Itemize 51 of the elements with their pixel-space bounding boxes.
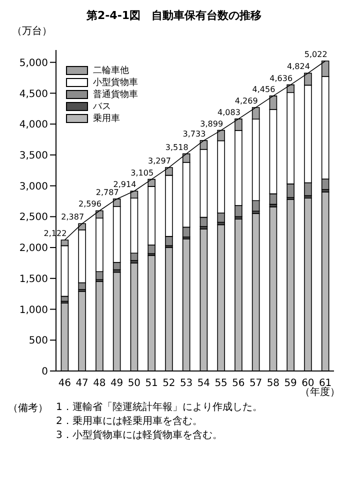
total-label: 3,899: [200, 119, 224, 128]
total-label: 2,596: [78, 200, 102, 209]
total-label: 4,269: [234, 96, 258, 106]
y-tick-label: 4,500: [19, 88, 48, 100]
total-label: 2,787: [96, 188, 119, 197]
x-tick-label: 50: [128, 378, 141, 390]
x-tick-label: 46: [58, 378, 72, 390]
total-label: 3,297: [148, 156, 171, 166]
y-tick-label: 3,500: [19, 150, 48, 162]
x-tick-label: 51: [145, 378, 158, 390]
total-label: 3,105: [130, 168, 154, 178]
text: 2．乗用車には軽乗用車を含む。: [56, 415, 204, 429]
y-tick-label: 3,000: [19, 181, 48, 192]
total-label: 4,456: [252, 84, 276, 94]
legend-label: 普通貨物車: [93, 88, 138, 100]
y-tick-label: 1,000: [19, 304, 48, 316]
x-tick-label: 52: [162, 378, 176, 390]
x-tick-label: 54: [197, 378, 210, 390]
y-tick-label: 2,500: [19, 212, 48, 224]
chart-title: 第2-4-1図 自動車保有台数の推移: [85, 8, 263, 24]
x-tick-label: 56: [232, 378, 245, 390]
x-tick-label: 57: [249, 378, 262, 390]
total-label: 3,518: [165, 142, 188, 152]
legend-label: 乗用車: [93, 112, 120, 124]
text: 1．運輸省「陸運統計年報」により作成した。: [56, 401, 262, 415]
total-label: 4,636: [270, 74, 293, 83]
legend-label: バス: [93, 100, 111, 112]
x-tick-label: 47: [76, 378, 88, 390]
x-tick-label: 53: [180, 378, 193, 390]
x-tick-label: 49: [110, 378, 124, 390]
y-tick-label: 500: [28, 336, 48, 347]
x-tick-label: 48: [93, 378, 106, 390]
total-label: 2,387: [61, 212, 84, 222]
y-tick-label: 4,000: [19, 120, 48, 131]
y-tick-label: 2,000: [19, 243, 48, 254]
total-label: 2,914: [113, 180, 136, 190]
total-label: 5,022: [304, 50, 328, 59]
y-tick-label: 0: [42, 366, 48, 378]
legend-label: 小型貨物車: [93, 76, 138, 88]
text: （備考）: [8, 402, 49, 416]
y-axis-title: （万台）: [11, 24, 53, 37]
x-tick-label: 58: [266, 378, 280, 390]
total-label: 4,824: [287, 62, 310, 72]
total-label: 3,733: [182, 130, 206, 139]
x-tick-label: 55: [214, 378, 228, 390]
y-tick-label: 5,000: [19, 58, 48, 69]
total-label: 4,083: [218, 108, 240, 117]
legend-label: 二輪車他: [93, 64, 129, 76]
text: 3．小型貨物車には軽貨物車を含む。: [56, 429, 224, 443]
y-tick-label: 1,500: [19, 274, 48, 285]
x-tick-label: 59: [284, 378, 297, 390]
